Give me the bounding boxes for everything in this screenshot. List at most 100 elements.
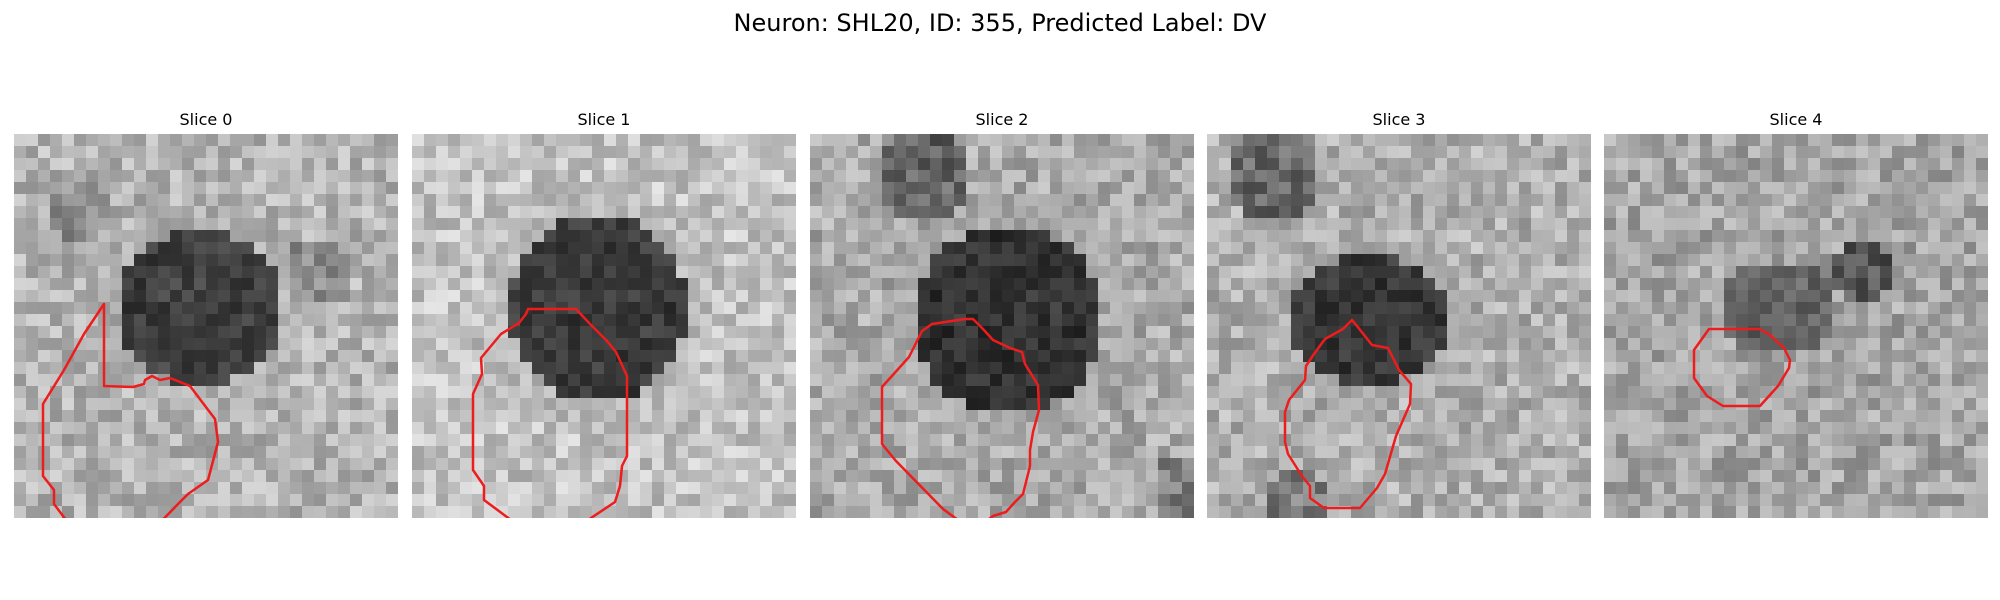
pixel: [38, 194, 50, 206]
pixel: [1303, 314, 1315, 326]
pixel: [1014, 302, 1026, 314]
pixel: [314, 494, 326, 506]
pixel: [1555, 158, 1567, 170]
pixel: [134, 194, 146, 206]
pixel: [412, 266, 424, 278]
pixel: [822, 218, 834, 230]
pixel: [1098, 290, 1110, 302]
pixel: [1567, 158, 1579, 170]
pixel: [1676, 290, 1688, 302]
pixel: [194, 182, 206, 194]
pixel: [1038, 326, 1050, 338]
pixel: [1531, 338, 1543, 350]
pixel: [736, 302, 748, 314]
pixel: [568, 422, 580, 434]
pixel: [1038, 410, 1050, 422]
pixel: [170, 206, 182, 218]
pixel: [894, 278, 906, 290]
pixel: [484, 374, 496, 386]
pixel: [748, 470, 760, 482]
pixel: [1423, 290, 1435, 302]
pixel: [1158, 266, 1170, 278]
pixel: [1255, 290, 1267, 302]
pixel: [918, 434, 930, 446]
pixel: [1724, 266, 1736, 278]
pixel: [822, 326, 834, 338]
pixel: [326, 506, 338, 518]
pixel: [1940, 158, 1952, 170]
pixel: [1736, 230, 1748, 242]
pixel: [700, 434, 712, 446]
pixel: [580, 434, 592, 446]
pixel: [1291, 242, 1303, 254]
pixel: [134, 446, 146, 458]
pixel: [1146, 170, 1158, 182]
pixel: [1002, 230, 1014, 242]
pixel: [1519, 494, 1531, 506]
pixel: [496, 386, 508, 398]
pixel: [1507, 278, 1519, 290]
pixel: [978, 458, 990, 470]
pixel: [1808, 194, 1820, 206]
pixel: [86, 410, 98, 422]
pixel: [858, 458, 870, 470]
pixel: [1772, 410, 1784, 422]
pixel: [74, 254, 86, 266]
pixel: [942, 470, 954, 482]
pixel: [580, 410, 592, 422]
pixel: [688, 434, 700, 446]
pixel: [1483, 278, 1495, 290]
pixel: [724, 314, 736, 326]
pixel: [472, 326, 484, 338]
pixel: [1170, 182, 1182, 194]
pixel: [1002, 242, 1014, 254]
pixel: [1471, 386, 1483, 398]
pixel: [1207, 134, 1219, 146]
pixel: [990, 158, 1002, 170]
pixel: [1134, 326, 1146, 338]
pixel: [918, 278, 930, 290]
pixel: [1712, 446, 1724, 458]
pixel: [1375, 434, 1387, 446]
pixel: [978, 218, 990, 230]
pixel: [1170, 410, 1182, 422]
pixel: [374, 278, 386, 290]
pixel: [1940, 146, 1952, 158]
pixel: [1146, 422, 1158, 434]
pixel: [532, 278, 544, 290]
pixel: [676, 410, 688, 422]
pixel: [74, 350, 86, 362]
pixel: [302, 362, 314, 374]
pixel: [1399, 386, 1411, 398]
pixel: [110, 254, 122, 266]
pixel: [532, 146, 544, 158]
pixel: [1700, 314, 1712, 326]
pixel: [472, 146, 484, 158]
pixel: [724, 242, 736, 254]
pixel: [580, 386, 592, 398]
pixel: [1086, 326, 1098, 338]
pixel: [1471, 158, 1483, 170]
pixel: [460, 182, 472, 194]
pixel: [1255, 254, 1267, 266]
pixel: [1411, 314, 1423, 326]
pixel: [50, 422, 62, 434]
pixel: [1399, 458, 1411, 470]
pixel: [1507, 482, 1519, 494]
pixel: [1471, 338, 1483, 350]
pixel: [266, 446, 278, 458]
pixel: [1279, 470, 1291, 482]
pixel: [810, 494, 822, 506]
pixel: [1182, 206, 1194, 218]
pixel: [1940, 338, 1952, 350]
pixel: [1207, 302, 1219, 314]
pixel: [1050, 242, 1062, 254]
pixel: [170, 182, 182, 194]
pixel: [1868, 434, 1880, 446]
slice-title-1: Slice 1: [577, 110, 631, 129]
pixel: [26, 446, 38, 458]
slice-image-4: [1604, 134, 1988, 518]
pixel: [508, 194, 520, 206]
pixel: [966, 482, 978, 494]
pixel: [724, 218, 736, 230]
